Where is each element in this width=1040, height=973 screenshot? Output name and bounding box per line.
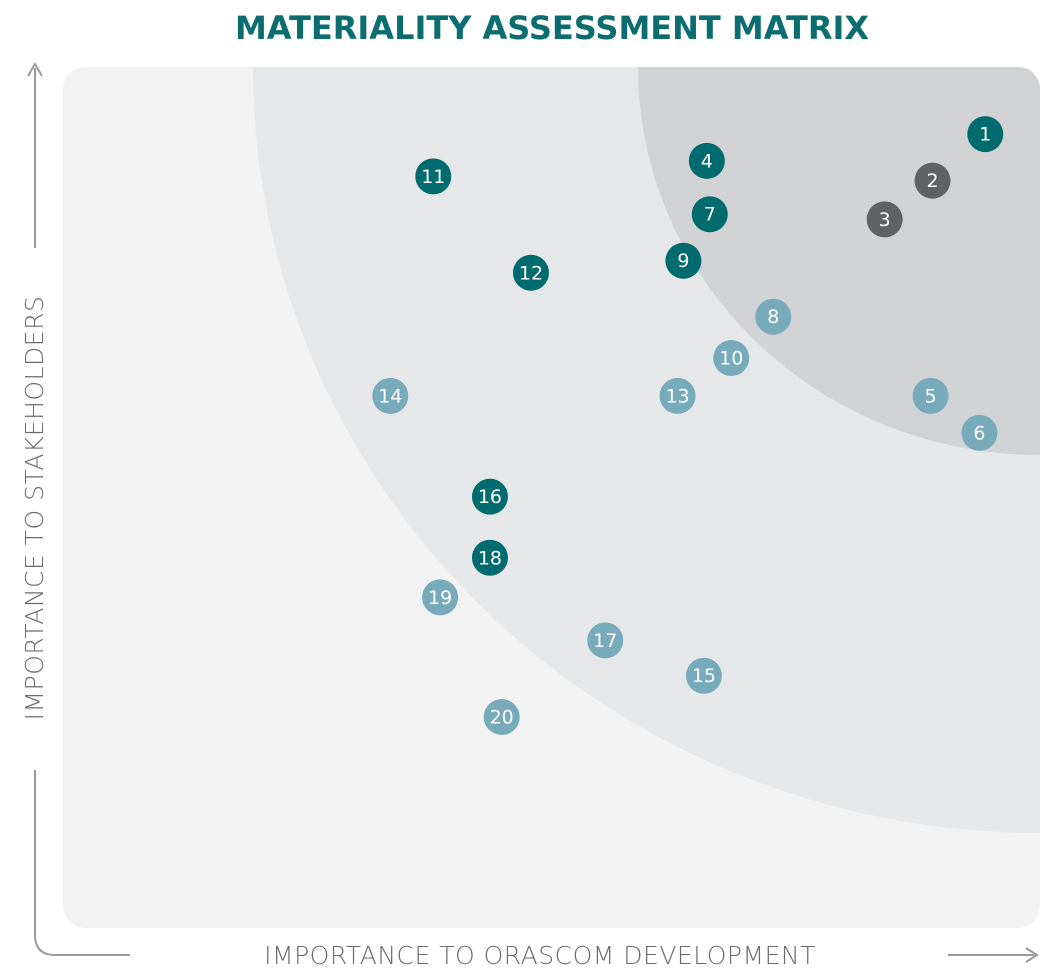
point	[713, 340, 750, 377]
point-label: 15	[692, 665, 716, 687]
point-label: 3	[879, 209, 891, 231]
point-label: 1	[979, 124, 991, 146]
point	[483, 699, 520, 736]
point-label: 9	[677, 250, 689, 272]
point	[422, 579, 459, 616]
y-axis-label: IMPORTANCE TO STAKEHOLDERS	[20, 296, 49, 721]
point-label: 2	[926, 170, 938, 192]
point-label: 5	[925, 385, 937, 407]
plot-background	[63, 67, 1040, 928]
point	[688, 142, 725, 179]
point	[512, 254, 549, 291]
point-label: 20	[490, 707, 514, 729]
point	[471, 478, 508, 515]
point	[685, 657, 722, 694]
point	[866, 201, 903, 238]
point	[912, 377, 949, 414]
point	[415, 158, 452, 195]
point-label: 19	[428, 587, 452, 609]
chart-title: MATERIALITY ASSESSMENT MATRIX	[235, 9, 869, 47]
x-axis-label: IMPORTANCE TO ORASCOM DEVELOPMENT	[264, 941, 816, 970]
point-label: 17	[593, 630, 617, 652]
point-label: 7	[704, 204, 716, 226]
axes	[27, 62, 1039, 963]
point-label: 14	[378, 385, 402, 407]
point	[665, 242, 702, 279]
point	[755, 298, 792, 335]
point-label: 10	[719, 348, 743, 370]
point	[961, 414, 998, 451]
point-label: 18	[478, 547, 502, 569]
point-label: 13	[665, 385, 689, 407]
point-label: 16	[478, 486, 502, 508]
point	[659, 377, 696, 414]
point-label: 4	[701, 150, 713, 172]
point	[967, 116, 1004, 153]
point-label: 8	[767, 306, 779, 328]
point-label: 12	[519, 262, 543, 284]
point	[471, 539, 508, 576]
point-label: 11	[421, 166, 445, 188]
point	[587, 622, 624, 659]
point	[691, 196, 728, 233]
point	[372, 377, 409, 414]
point-label: 6	[973, 422, 985, 444]
point	[914, 162, 951, 199]
